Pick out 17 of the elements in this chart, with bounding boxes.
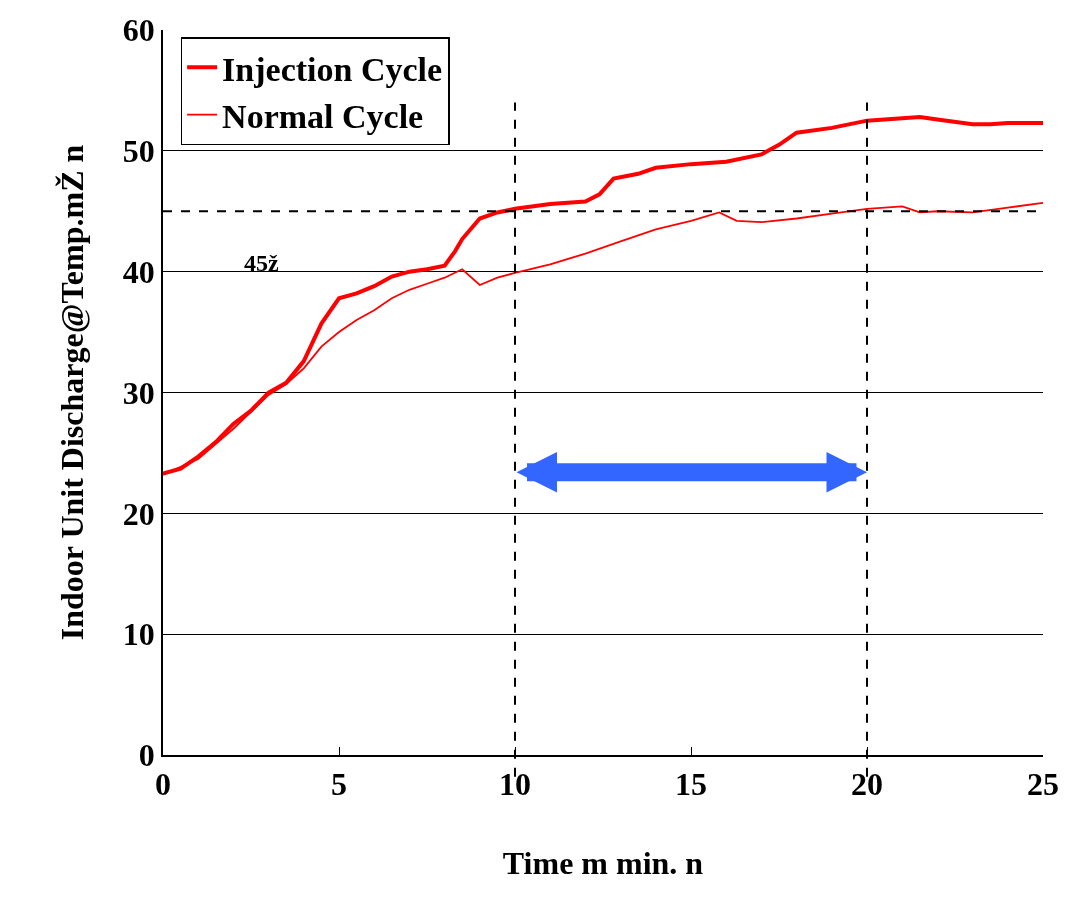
legend-label: Injection Cycle bbox=[222, 50, 443, 88]
annotation: 45ž bbox=[244, 250, 279, 276]
x-axis-title: Time m min. n bbox=[502, 844, 704, 881]
y-tick-label: 40 bbox=[122, 253, 155, 290]
y-tick-label: 0 bbox=[138, 737, 155, 774]
x-tick-label: 20 bbox=[851, 766, 883, 803]
x-tick-label: 15 bbox=[675, 766, 707, 803]
x-tick-label: 5 bbox=[331, 766, 347, 803]
y-tick-label: 30 bbox=[122, 374, 155, 411]
legend-label: Normal Cycle bbox=[222, 97, 424, 135]
x-tick-label: 25 bbox=[1027, 766, 1059, 803]
y-tick-label: 20 bbox=[122, 495, 155, 532]
x-tick-label: 10 bbox=[499, 766, 531, 803]
y-tick-label: 10 bbox=[122, 616, 155, 653]
y-tick-label: 50 bbox=[122, 133, 155, 170]
y-tick-label: 60 bbox=[122, 12, 155, 49]
y-axis-title: Indoor Unit Discharge@Temp.mŽ n bbox=[53, 144, 90, 641]
